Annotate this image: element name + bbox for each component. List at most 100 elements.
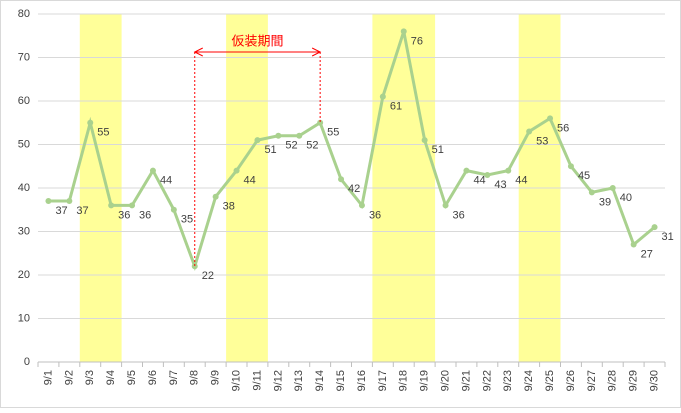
x-tick-label: 9/14: [314, 370, 326, 391]
data-point: [170, 206, 177, 213]
x-tick-label: 9/12: [272, 370, 284, 391]
x-tick-label: 9/29: [628, 370, 640, 391]
x-tick-label: 9/27: [586, 370, 598, 391]
data-label: 55: [97, 127, 109, 139]
data-point: [505, 167, 512, 174]
data-point: [45, 198, 52, 205]
x-tick-label: 9/16: [356, 370, 368, 391]
x-tick-label: 9/1: [42, 370, 54, 385]
data-point: [526, 128, 533, 135]
data-label: 37: [76, 205, 88, 217]
data-label: 61: [390, 101, 402, 113]
x-tick-label: 9/18: [398, 370, 410, 391]
data-label: 45: [578, 170, 590, 182]
data-point: [379, 93, 386, 100]
x-tick-label: 9/19: [419, 370, 431, 391]
data-point: [630, 241, 637, 248]
x-tick-label: 9/20: [439, 370, 451, 391]
data-label: 51: [264, 144, 276, 156]
x-tick-label: 9/10: [230, 370, 242, 391]
data-label: 36: [118, 209, 130, 221]
y-tick-label: 70: [18, 51, 30, 63]
y-tick-label: 60: [18, 95, 30, 107]
data-label: 39: [599, 196, 611, 208]
data-point: [129, 202, 136, 209]
x-tick-label: 9/2: [63, 370, 75, 385]
data-label: 52: [306, 140, 318, 152]
data-point: [588, 189, 595, 196]
data-point: [651, 224, 658, 231]
data-label: 40: [620, 192, 632, 204]
x-tick-label: 9/21: [460, 370, 472, 391]
data-point: [338, 176, 345, 183]
data-point: [463, 167, 470, 174]
data-point: [317, 119, 324, 126]
data-label: 44: [160, 175, 172, 187]
data-label: 52: [285, 140, 297, 152]
x-tick-label: 9/11: [251, 370, 263, 391]
data-point: [212, 193, 219, 200]
x-tick-label: 9/4: [105, 370, 117, 385]
data-point: [275, 132, 282, 139]
data-point: [442, 202, 449, 209]
x-tick-label: 9/24: [523, 370, 535, 391]
arrow-head: [311, 47, 322, 57]
y-tick-label: 40: [18, 182, 30, 194]
x-tick-label: 9/9: [210, 370, 222, 385]
data-label: 51: [432, 144, 444, 156]
data-point: [254, 137, 261, 144]
arrow-head: [193, 47, 203, 57]
data-point: [233, 167, 240, 174]
x-tick-label: 9/15: [335, 370, 347, 391]
x-tick-label: 9/5: [126, 370, 138, 385]
data-line: [48, 30, 656, 272]
data-point: [149, 167, 156, 174]
data-label: 22: [202, 270, 214, 282]
data-label: 27: [641, 248, 653, 260]
data-label: 31: [662, 231, 674, 243]
data-label: 35: [181, 214, 193, 226]
data-label: 37: [55, 205, 67, 217]
x-tick-label: 9/8: [189, 370, 201, 385]
x-tick-label: 9/25: [544, 370, 556, 391]
data-point: [191, 263, 198, 270]
data-label: 43: [494, 179, 506, 191]
data-point: [567, 163, 574, 170]
data-point: [609, 185, 616, 191]
y-tick-label: 20: [18, 269, 30, 281]
data-label: 36: [369, 209, 381, 221]
x-tick-label: 9/7: [168, 370, 180, 385]
data-point: [296, 132, 303, 139]
data-point: [87, 119, 94, 126]
y-tick-label: 0: [24, 356, 30, 368]
y-tick-label: 10: [18, 312, 30, 324]
data-label: 44: [515, 175, 527, 187]
data-point: [484, 171, 491, 178]
data-label: 44: [473, 175, 485, 187]
data-point: [358, 202, 365, 209]
data-label: 36: [139, 209, 151, 221]
data-label: 55: [327, 127, 339, 139]
x-tick-label: 9/17: [377, 370, 389, 391]
x-tick-label: 9/26: [565, 370, 577, 391]
data-label: 76: [411, 35, 423, 47]
data-label: 56: [557, 122, 569, 134]
y-tick-label: 80: [18, 8, 30, 20]
data-point: [108, 202, 115, 209]
data-label: 36: [453, 209, 465, 221]
x-tick-label: 9/30: [648, 370, 660, 391]
data-label: 53: [536, 135, 548, 147]
annotation-text: 仮装期間: [231, 33, 283, 48]
x-tick-label: 9/6: [147, 370, 159, 385]
data-point: [66, 198, 73, 205]
x-tick-label: 9/23: [502, 370, 514, 391]
x-tick-label: 9/28: [607, 370, 619, 391]
data-point: [400, 28, 407, 35]
x-tick-label: 9/3: [84, 370, 96, 385]
data-label: 44: [244, 175, 256, 187]
y-tick-label: 50: [18, 138, 30, 150]
x-tick-label: 9/22: [481, 370, 493, 391]
data-point: [547, 115, 554, 122]
data-point: [421, 137, 428, 144]
